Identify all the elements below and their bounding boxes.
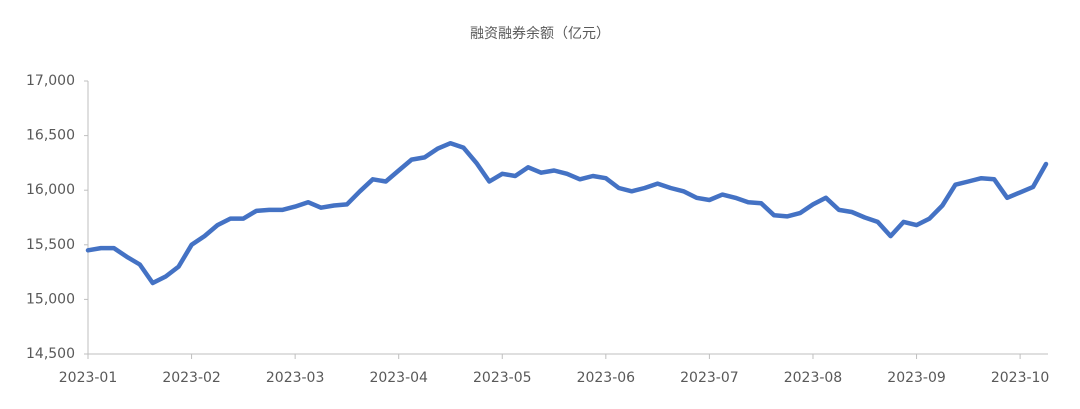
x-tick-label: 2023-09 bbox=[887, 370, 946, 386]
x-tick-label: 2023-04 bbox=[369, 370, 428, 386]
x-tick-label: 2023-08 bbox=[784, 370, 843, 386]
x-tick-label: 2023-10 bbox=[991, 370, 1050, 386]
y-tick-label: 16,000 bbox=[26, 182, 75, 198]
x-tick-label: 2023-01 bbox=[59, 370, 118, 386]
y-tick-label: 14,500 bbox=[26, 346, 75, 362]
y-tick-label: 15,000 bbox=[26, 291, 75, 307]
x-tick-label: 2023-06 bbox=[577, 370, 636, 386]
x-tick-label: 2023-03 bbox=[266, 370, 325, 386]
series-line bbox=[85, 140, 1049, 286]
y-tick-label: 16,500 bbox=[26, 128, 75, 144]
y-tick-label: 17,000 bbox=[26, 73, 75, 89]
x-tick-label: 2023-02 bbox=[162, 370, 221, 386]
y-tick-label: 15,500 bbox=[26, 237, 75, 253]
x-tick-label: 2023-05 bbox=[473, 370, 532, 386]
x-tick-label: 2023-07 bbox=[680, 370, 739, 386]
chart-title: 融资融券余额（亿元） bbox=[470, 25, 610, 42]
